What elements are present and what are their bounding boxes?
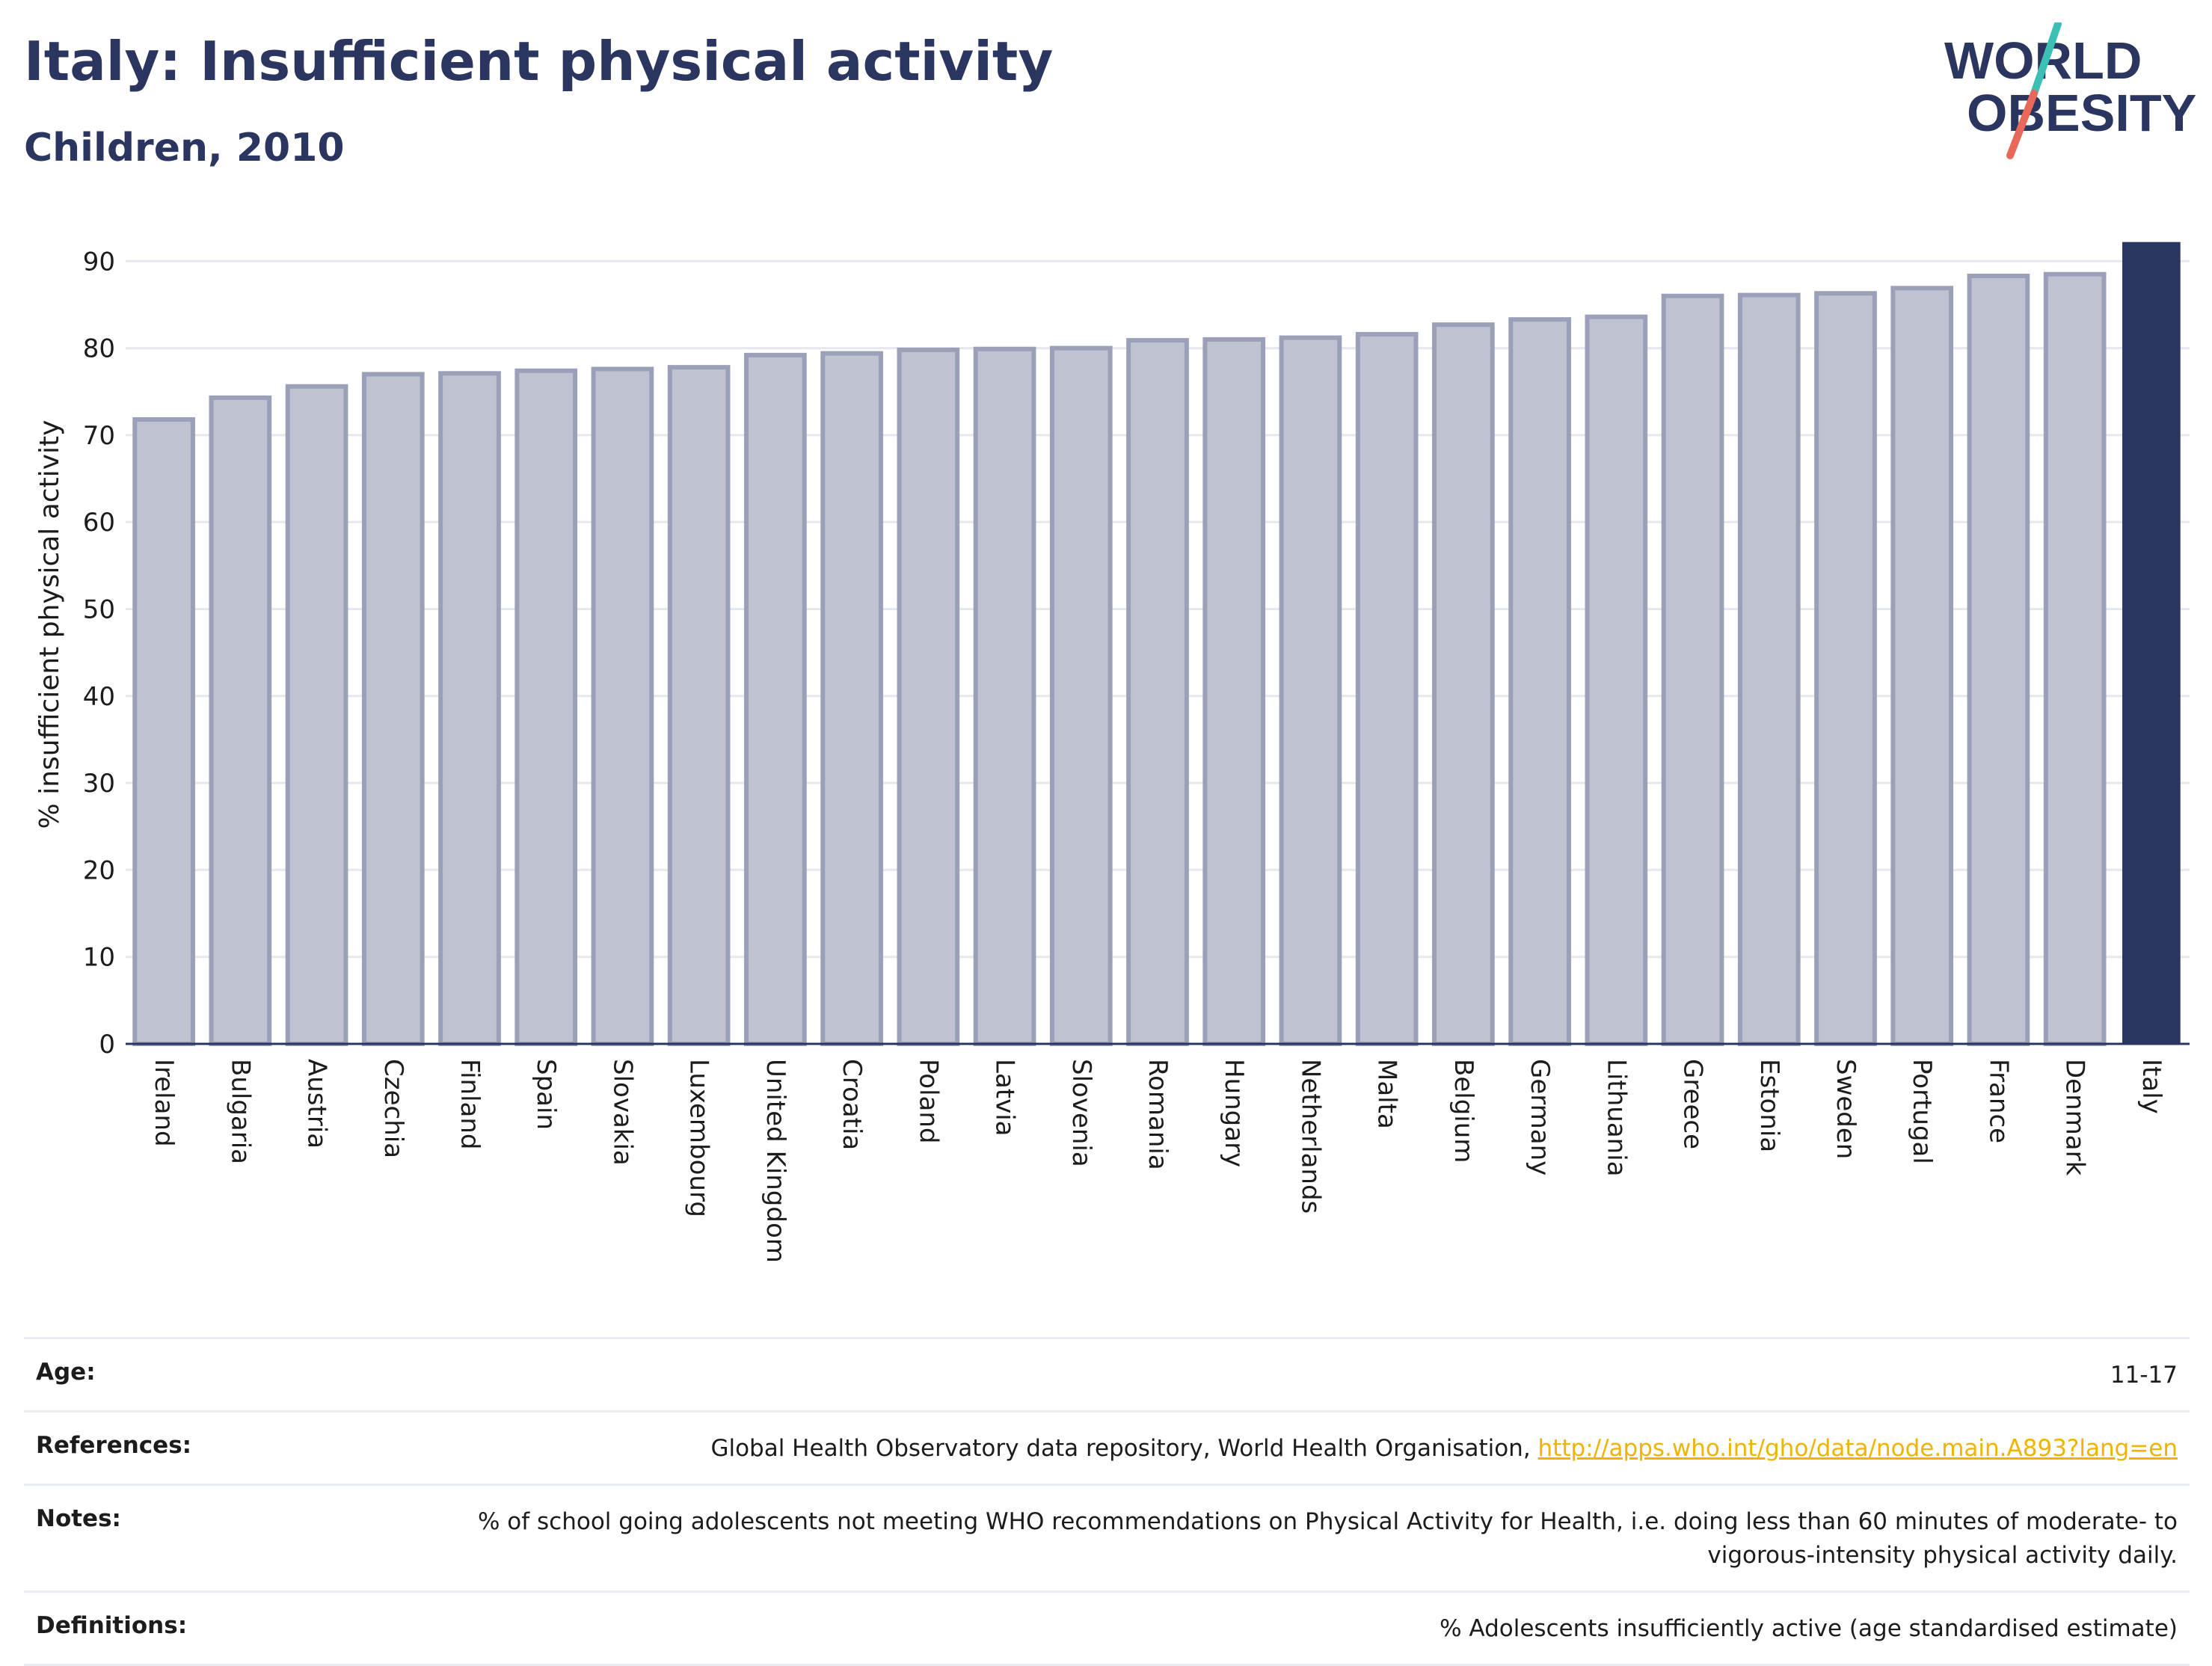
- x-tick-label: Belgium: [1448, 1059, 1478, 1163]
- x-tick-label: Greece: [1678, 1059, 1708, 1149]
- y-tick-label: 70: [83, 421, 115, 451]
- info-label: References:: [36, 1431, 192, 1459]
- x-tick-label: Denmark: [2060, 1059, 2090, 1176]
- x-tick-label: Romania: [1143, 1059, 1173, 1170]
- x-tick-label: Germany: [1525, 1059, 1555, 1175]
- x-tick-label: Italy: [2136, 1059, 2166, 1114]
- logo-accent-red: [2006, 90, 2038, 159]
- world-obesity-logo: WORLD OBESITY: [1944, 22, 2196, 159]
- logo-accent-teal: [2030, 22, 2062, 97]
- x-tick-label: Bulgaria: [225, 1059, 255, 1164]
- bar-poland[interactable]: [897, 347, 960, 1046]
- bar-spain[interactable]: [514, 368, 578, 1047]
- info-label: Age:: [36, 1359, 96, 1386]
- bar-netherlands[interactable]: [1279, 335, 1342, 1046]
- x-tick-label: Czechia: [378, 1059, 408, 1158]
- bar-austria[interactable]: [285, 384, 348, 1046]
- bar-united-kingdom[interactable]: [744, 352, 807, 1046]
- bar-ireland[interactable]: [132, 416, 195, 1046]
- info-label: Notes:: [36, 1504, 121, 1532]
- x-tick-label: Ireland: [149, 1059, 179, 1147]
- label-layer: 0 10 20 30 40 50 60 70 80 90 Ireland Bulgaria Austri…: [83, 247, 2166, 1263]
- y-tick-label: 50: [83, 594, 115, 624]
- x-tick-label: Finland: [455, 1059, 485, 1150]
- bar-layer: [132, 242, 2181, 1047]
- x-tick-label: Hungary: [1219, 1059, 1249, 1167]
- y-axis-label: % insufficient physical activity: [34, 420, 65, 829]
- bar-bulgaria[interactable]: [209, 395, 272, 1046]
- x-tick-label: United Kingdom: [761, 1059, 790, 1263]
- y-tick-label: 10: [83, 943, 115, 973]
- x-tick-label: Malta: [1372, 1059, 1402, 1129]
- bar-czechia[interactable]: [361, 372, 425, 1046]
- info-row-references: References: Global Health Observatory da…: [24, 1410, 2190, 1484]
- x-tick-label: Croatia: [837, 1059, 867, 1150]
- bar-latvia[interactable]: [973, 346, 1036, 1046]
- x-tick-label: Portugal: [1907, 1059, 1937, 1164]
- info-value: Global Health Observatory data repositor…: [710, 1432, 2178, 1466]
- info-value: 11-17: [2110, 1362, 2178, 1389]
- bar-belgium[interactable]: [1432, 322, 1495, 1047]
- bar-croatia[interactable]: [820, 351, 883, 1047]
- bar-greece[interactable]: [1661, 293, 1724, 1047]
- y-tick-label: 20: [83, 855, 115, 885]
- bar-sweden[interactable]: [1814, 291, 1877, 1047]
- bar-slovenia[interactable]: [1049, 345, 1113, 1046]
- bar-chart: 0 10 20 30 40 50 60 70 80 90 Ireland Bulgaria Austri…: [34, 242, 2190, 1263]
- info-table: Age: 11-17 References: Global Health Obs…: [24, 1337, 2190, 1666]
- x-tick-label: Slovenia: [1066, 1059, 1096, 1167]
- y-tick-label: 90: [83, 247, 115, 277]
- x-tick-label: Sweden: [1831, 1059, 1861, 1159]
- bar-denmark[interactable]: [2043, 271, 2107, 1046]
- info-label: Definitions:: [36, 1611, 188, 1639]
- info-row-notes: Notes: % of school going adolescents not…: [24, 1483, 2190, 1590]
- x-tick-label: Lithuania: [1601, 1059, 1631, 1176]
- y-tick-label: 80: [83, 334, 115, 364]
- x-tick-label: France: [1983, 1059, 2013, 1143]
- x-tick-label: Slovakia: [607, 1059, 637, 1166]
- reference-link[interactable]: http://apps.who.int/gho/data/node.main.A…: [1537, 1434, 2178, 1462]
- bar-portugal[interactable]: [1890, 286, 1954, 1046]
- info-value: % of school going adolescents not meetin…: [477, 1507, 2178, 1569]
- x-tick-label: Poland: [913, 1059, 943, 1144]
- y-tick-label: 30: [83, 769, 115, 799]
- x-tick-label: Luxembourg: [684, 1059, 714, 1217]
- bar-luxembourg[interactable]: [667, 365, 731, 1046]
- y-tick-label: 60: [83, 508, 115, 538]
- bar-romania[interactable]: [1126, 338, 1189, 1046]
- bar-slovakia[interactable]: [591, 366, 654, 1046]
- info-value: % Adolescents insufficiently active (age…: [1440, 1614, 2178, 1642]
- x-tick-label: Estonia: [1754, 1059, 1784, 1152]
- bar-germany[interactable]: [1508, 317, 1571, 1047]
- bar-france[interactable]: [1967, 274, 2030, 1047]
- y-tick-label: 40: [83, 682, 115, 712]
- x-tick-label: Austria: [302, 1059, 332, 1149]
- logo-line2: OBESITY: [1967, 84, 2196, 142]
- bar-hungary[interactable]: [1202, 336, 1266, 1047]
- bar-italy[interactable]: [2122, 242, 2181, 1044]
- info-row-age: Age: 11-17: [24, 1337, 2190, 1410]
- bar-lithuania[interactable]: [1585, 314, 1648, 1046]
- x-tick-label: Latvia: [990, 1059, 1020, 1137]
- x-tick-label: Netherlands: [1295, 1059, 1325, 1214]
- bar-estonia[interactable]: [1737, 292, 1801, 1046]
- reference-text: Global Health Observatory data repositor…: [710, 1434, 1531, 1462]
- x-tick-label: Spain: [531, 1059, 561, 1130]
- page-title: Italy: Insufficient physical activity: [24, 30, 1054, 93]
- y-tick-label: 0: [99, 1030, 115, 1060]
- bar-finland[interactable]: [438, 371, 501, 1047]
- page-subtitle: Children, 2010: [24, 126, 345, 170]
- bar-malta[interactable]: [1355, 331, 1419, 1046]
